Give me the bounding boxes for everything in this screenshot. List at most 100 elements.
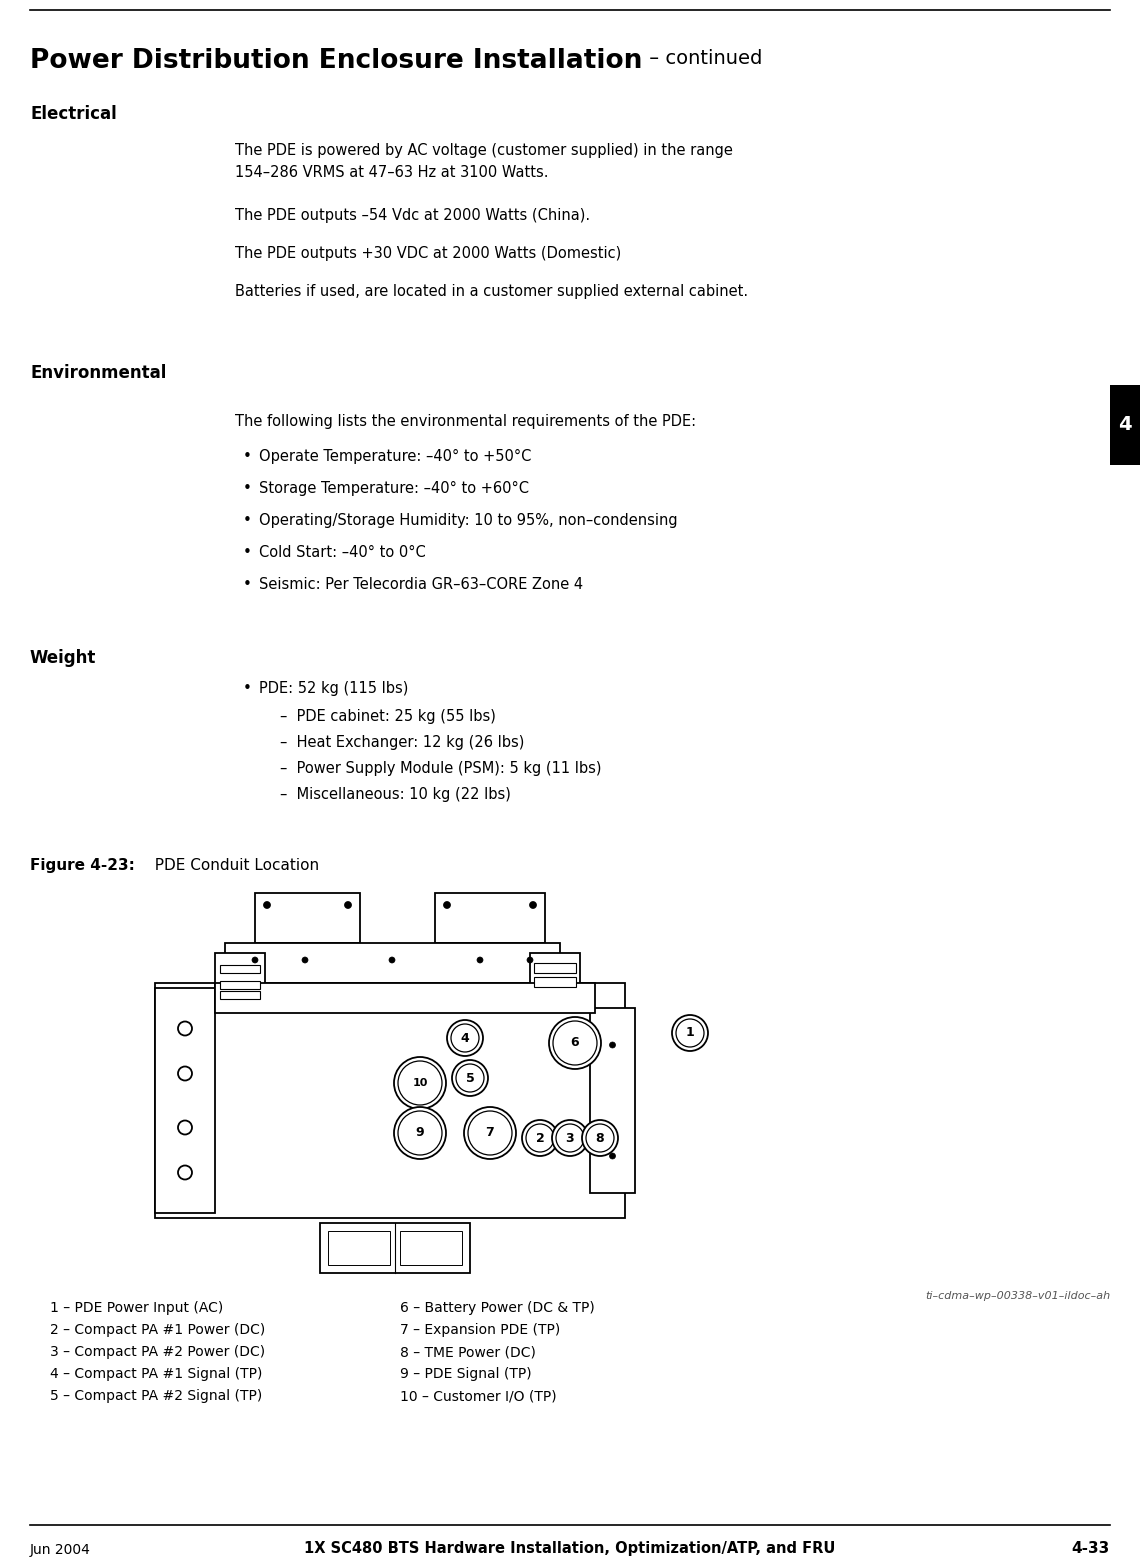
Circle shape (610, 1153, 616, 1159)
Circle shape (178, 1021, 192, 1035)
Circle shape (451, 1024, 479, 1053)
Circle shape (549, 1017, 601, 1070)
Circle shape (394, 1057, 446, 1109)
Text: 3: 3 (565, 1131, 575, 1145)
Bar (530, 952, 580, 998)
Circle shape (527, 957, 534, 963)
Circle shape (451, 1060, 488, 1096)
Circle shape (263, 901, 270, 909)
Text: 6: 6 (571, 1037, 579, 1049)
Bar (400, 1231, 462, 1265)
Bar (255, 893, 360, 943)
Circle shape (178, 1067, 192, 1081)
Circle shape (583, 1120, 618, 1156)
Text: 4 – Compact PA #1 Signal (TP): 4 – Compact PA #1 Signal (TP) (50, 1367, 262, 1381)
Text: Seismic: Per Telecordia GR–63–CORE Zone 4: Seismic: Per Telecordia GR–63–CORE Zone … (259, 577, 584, 593)
Circle shape (676, 1020, 705, 1046)
Text: –  Heat Exchanger: 12 kg (26 lbs): – Heat Exchanger: 12 kg (26 lbs) (280, 735, 524, 751)
Circle shape (556, 1125, 584, 1153)
Text: Power Distribution Enclosure Installation: Power Distribution Enclosure Installatio… (30, 48, 642, 74)
Text: 1 – PDE Power Input (AC): 1 – PDE Power Input (AC) (50, 1301, 223, 1315)
Bar (155, 984, 625, 1218)
Text: –  PDE cabinet: 25 kg (55 lbs): – PDE cabinet: 25 kg (55 lbs) (280, 708, 496, 724)
Text: Jun 2004: Jun 2004 (30, 1544, 91, 1558)
Bar (1110, 385, 1140, 465)
Text: –  Miscellaneous: 10 kg (22 lbs): – Miscellaneous: 10 kg (22 lbs) (280, 787, 511, 802)
Text: Cold Start: –40° to 0°C: Cold Start: –40° to 0°C (259, 544, 425, 560)
Text: •: • (243, 544, 252, 560)
Circle shape (464, 1107, 516, 1159)
Text: Weight: Weight (30, 649, 97, 666)
Text: PDE Conduit Location: PDE Conduit Location (145, 859, 319, 873)
Bar (435, 893, 545, 943)
Circle shape (456, 1064, 484, 1092)
Circle shape (398, 1060, 442, 1106)
Text: 1X SC480 BTS Hardware Installation, Optimization/ATP, and FRU: 1X SC480 BTS Hardware Installation, Opti… (304, 1541, 836, 1556)
Text: 2 – Compact PA #1 Power (DC): 2 – Compact PA #1 Power (DC) (50, 1323, 266, 1337)
Text: Operating/Storage Humidity: 10 to 95%, non–condensing: Operating/Storage Humidity: 10 to 95%, n… (259, 513, 677, 529)
Text: 1: 1 (685, 1026, 694, 1040)
Text: 8: 8 (596, 1131, 604, 1145)
Text: 10: 10 (413, 1078, 428, 1089)
Circle shape (526, 1125, 554, 1153)
Text: 4-33: 4-33 (1072, 1541, 1110, 1556)
Text: ti–cdma–wp–00338–v01–ildoc–ah: ti–cdma–wp–00338–v01–ildoc–ah (925, 1290, 1110, 1301)
Text: Storage Temperature: –40° to +60°C: Storage Temperature: –40° to +60°C (259, 482, 529, 496)
Bar (534, 963, 576, 973)
Text: 4: 4 (1118, 416, 1132, 435)
Text: 7: 7 (486, 1126, 495, 1140)
Text: PDE: 52 kg (115 lbs): PDE: 52 kg (115 lbs) (259, 680, 408, 696)
Bar (220, 981, 260, 988)
Text: 4: 4 (461, 1032, 470, 1045)
Text: •: • (243, 577, 252, 593)
Circle shape (178, 1120, 192, 1134)
Circle shape (398, 1110, 442, 1154)
Circle shape (344, 901, 351, 909)
Text: 5 – Compact PA #2 Signal (TP): 5 – Compact PA #2 Signal (TP) (50, 1389, 262, 1403)
Text: 9: 9 (416, 1126, 424, 1140)
Circle shape (447, 1020, 483, 1056)
Text: 9 – PDE Signal (TP): 9 – PDE Signal (TP) (400, 1367, 531, 1381)
Text: Environmental: Environmental (30, 364, 166, 382)
Bar (220, 992, 260, 999)
Text: The PDE is powered by AC voltage (customer supplied) in the range
154–286 VRMS a: The PDE is powered by AC voltage (custom… (235, 142, 733, 180)
Bar (220, 965, 260, 973)
Circle shape (443, 901, 450, 909)
Text: •: • (243, 680, 252, 696)
Circle shape (302, 957, 308, 963)
Circle shape (469, 1110, 512, 1154)
Bar (534, 978, 576, 987)
Text: Electrical: Electrical (30, 105, 116, 124)
Text: The PDE outputs –54 Vdc at 2000 Watts (China).: The PDE outputs –54 Vdc at 2000 Watts (C… (235, 208, 591, 224)
Text: Batteries if used, are located in a customer supplied external cabinet.: Batteries if used, are located in a cust… (235, 285, 748, 299)
Circle shape (477, 957, 483, 963)
Circle shape (389, 957, 394, 963)
Circle shape (522, 1120, 557, 1156)
Circle shape (671, 1015, 708, 1051)
Text: 5: 5 (465, 1071, 474, 1084)
Bar (215, 984, 595, 1013)
Circle shape (394, 1107, 446, 1159)
Text: •: • (243, 513, 252, 529)
Bar (215, 952, 264, 1003)
Circle shape (529, 901, 537, 909)
Circle shape (552, 1120, 588, 1156)
Bar (591, 1009, 635, 1193)
Circle shape (178, 1165, 192, 1179)
Text: •: • (243, 449, 252, 465)
Text: 3 – Compact PA #2 Power (DC): 3 – Compact PA #2 Power (DC) (50, 1345, 266, 1359)
Circle shape (553, 1021, 597, 1065)
Text: 2: 2 (536, 1131, 545, 1145)
Circle shape (610, 1042, 616, 1048)
Circle shape (586, 1125, 614, 1153)
Text: Operate Temperature: –40° to +50°C: Operate Temperature: –40° to +50°C (259, 449, 531, 465)
Text: The PDE outputs +30 VDC at 2000 Watts (Domestic): The PDE outputs +30 VDC at 2000 Watts (D… (235, 246, 621, 261)
Circle shape (252, 957, 258, 963)
Text: –  Power Supply Module (PSM): 5 kg (11 lbs): – Power Supply Module (PSM): 5 kg (11 lb… (280, 762, 602, 776)
Text: 6 – Battery Power (DC & TP): 6 – Battery Power (DC & TP) (400, 1301, 595, 1315)
Text: •: • (243, 482, 252, 496)
Bar (320, 1223, 470, 1273)
Bar (328, 1231, 390, 1265)
Text: 8 – TME Power (DC): 8 – TME Power (DC) (400, 1345, 536, 1359)
Text: – continued: – continued (643, 48, 763, 67)
